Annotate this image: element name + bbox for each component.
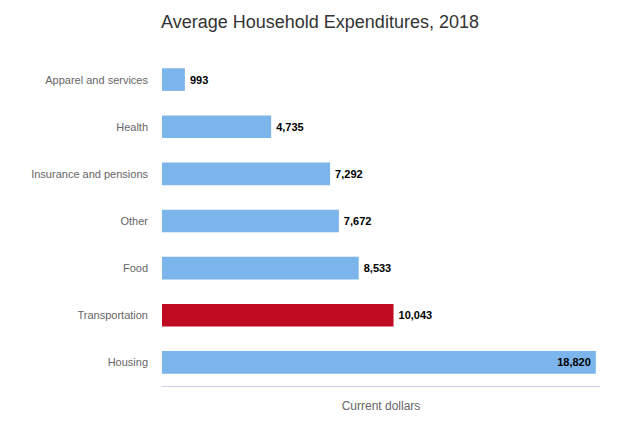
- svg-text:7,292: 7,292: [335, 168, 363, 180]
- svg-text:Average Household Expenditures: Average Household Expenditures, 2018: [161, 12, 479, 32]
- svg-text:993: 993: [190, 74, 208, 86]
- svg-text:8,533: 8,533: [364, 262, 392, 274]
- svg-text:Insurance and pensions: Insurance and pensions: [31, 168, 148, 180]
- svg-text:Health: Health: [116, 121, 148, 133]
- svg-text:18,820: 18,820: [557, 356, 591, 368]
- svg-text:Transportation: Transportation: [77, 309, 148, 321]
- svg-text:Food: Food: [123, 262, 148, 274]
- svg-text:Current dollars: Current dollars: [342, 399, 421, 413]
- svg-text:4,735: 4,735: [276, 121, 304, 133]
- svg-text:Housing: Housing: [108, 356, 148, 368]
- svg-text:Other: Other: [120, 215, 148, 227]
- svg-text:Apparel and services: Apparel and services: [45, 74, 148, 86]
- svg-text:7,672: 7,672: [344, 215, 372, 227]
- svg-text:10,043: 10,043: [399, 309, 433, 321]
